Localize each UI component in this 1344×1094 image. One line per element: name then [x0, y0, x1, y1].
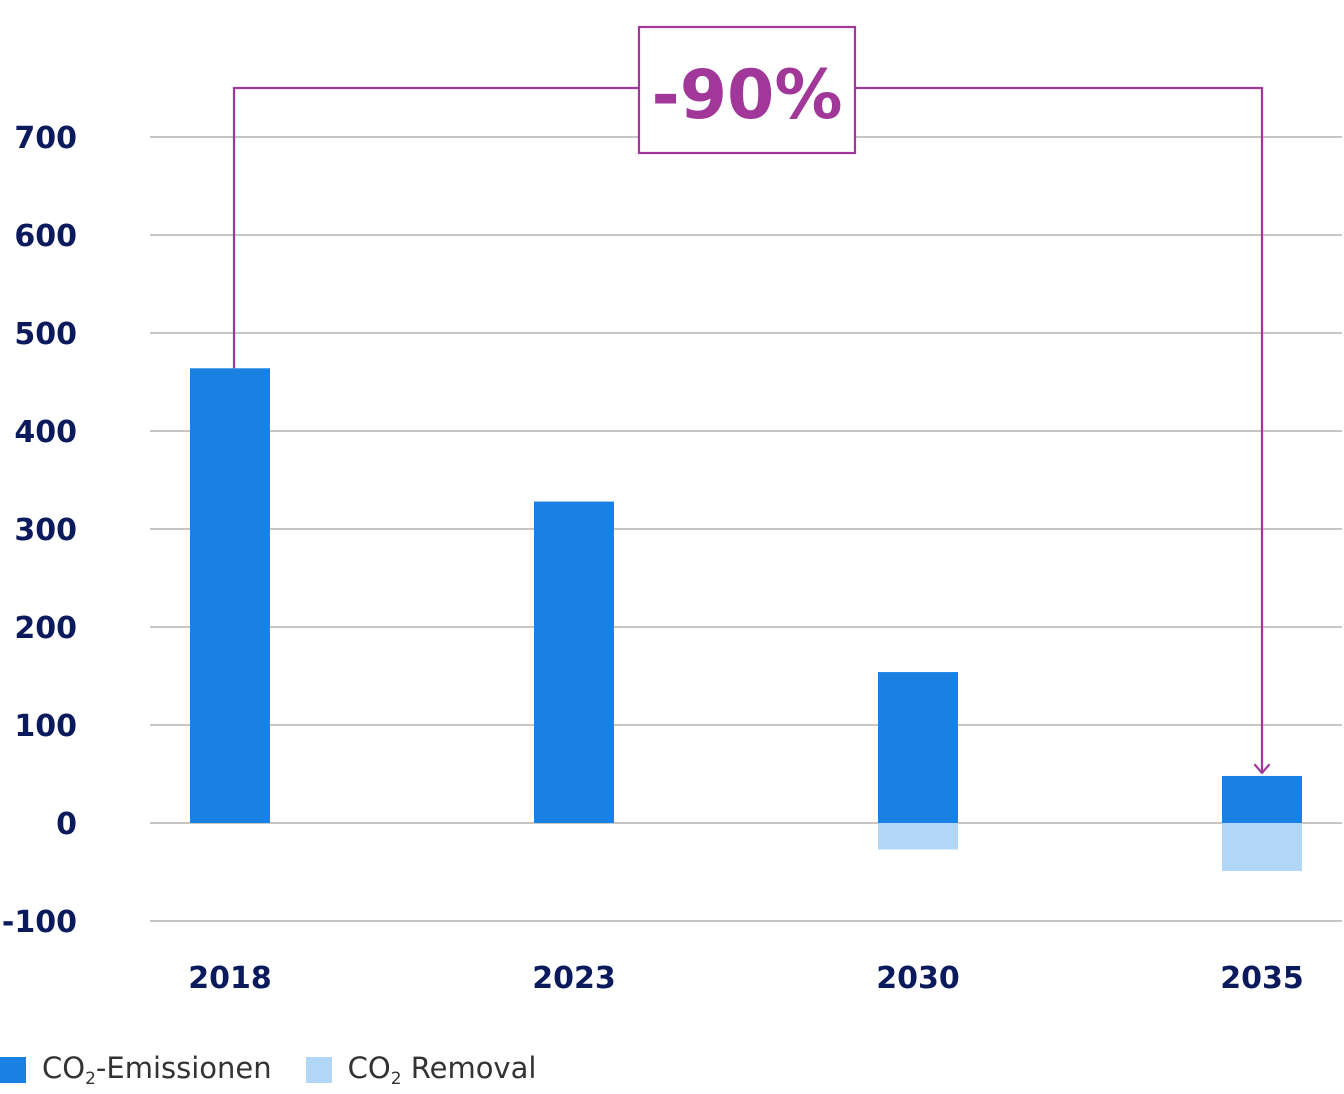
y-axis-ticks: 700 600 500 400 300 200 100 0 -100	[2, 121, 77, 940]
y-tick-label: 300	[14, 513, 77, 548]
y-tick-label: 600	[14, 219, 77, 254]
y-tick-label: 400	[14, 415, 77, 450]
legend-label-removal: CO2 Removal	[347, 1051, 537, 1089]
x-category-label: 2018	[188, 961, 272, 996]
x-category-label: 2035	[1220, 961, 1304, 996]
annotation-bracket-right	[855, 86, 1264, 773]
bar-emissions-2035	[1222, 775, 1302, 823]
legend-swatch-removal	[305, 1057, 332, 1083]
y-tick-label: 500	[14, 317, 77, 352]
x-category-label: 2030	[876, 961, 960, 996]
legend: CO2-Emissionen CO2 Removal	[0, 1050, 570, 1090]
x-category-label: 2023	[532, 961, 616, 996]
bar-emissions-2023	[534, 501, 614, 823]
y-tick-label: 700	[14, 121, 77, 156]
legend-item-removal: CO2 Removal	[305, 1051, 537, 1089]
legend-item-emissions: CO2-Emissionen	[0, 1051, 272, 1089]
legend-label-emissions: CO2-Emissionen	[42, 1051, 272, 1089]
bar-removal-2035	[1222, 823, 1302, 872]
legend-swatch-emissions	[0, 1057, 26, 1083]
y-tick-label: 100	[14, 709, 77, 744]
annotation-label: -90%	[652, 56, 843, 135]
y-tick-label: 0	[56, 807, 77, 842]
annotation-bracket-left	[232, 86, 639, 369]
reduction-annotation: -90%	[232, 25, 1271, 775]
gridlines	[150, 136, 1342, 922]
bars	[190, 368, 1302, 872]
bar-emissions-2018	[190, 368, 270, 823]
bar-removal-2030	[878, 823, 958, 850]
annotation-box	[637, 25, 857, 155]
x-axis-categories: 2018 2023 2030 2035	[188, 961, 1304, 996]
y-tick-label: -100	[2, 905, 77, 940]
bar-emissions-2030	[878, 672, 958, 823]
annotation-arrowhead	[1253, 763, 1271, 775]
y-tick-label: 200	[14, 611, 77, 646]
